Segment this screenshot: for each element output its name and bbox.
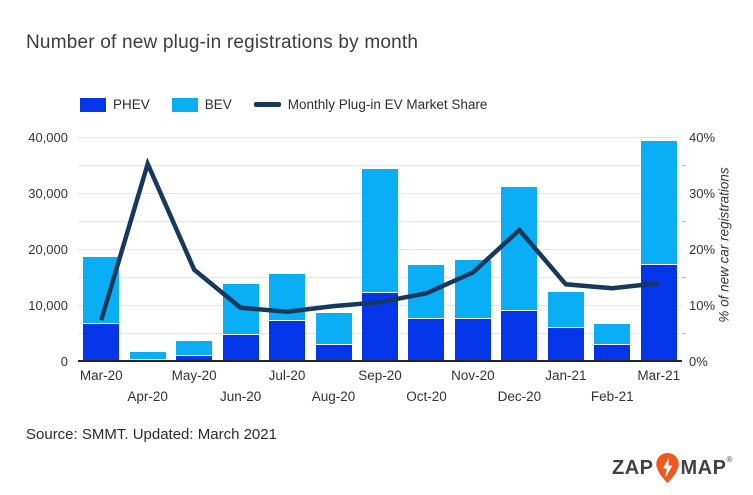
source-note: Source: SMMT. Updated: March 2021 [26, 426, 277, 443]
x-axis-label-Mar-21: Mar-21 [637, 368, 681, 383]
bar-bev-Mar-20[interactable] [83, 257, 120, 323]
bar-phev-Jul-20[interactable] [269, 320, 306, 361]
bar-bev-Apr-20[interactable] [129, 351, 166, 359]
right-axis-tick: 10% [689, 298, 716, 313]
bar-bev-Jan-21[interactable] [547, 291, 584, 327]
zapmap-logo: ZAP MAP ® [612, 453, 732, 483]
registered-trademark-symbol: ® [726, 455, 733, 464]
right-axis-tick: 30% [689, 186, 716, 201]
gridline [78, 165, 682, 166]
gridline [78, 137, 682, 138]
right-axis-minor-tick [682, 333, 686, 334]
right-axis-tick: 20% [689, 242, 716, 257]
bar-phev-Feb-21[interactable] [594, 343, 631, 361]
x-axis-label-Jan-21: Jan-21 [545, 368, 587, 383]
legend-label-phev: PHEV [113, 97, 150, 112]
bar-bev-May-20[interactable] [176, 341, 213, 355]
left-axis-tick: 10,000 [28, 298, 68, 313]
chart-title: Number of new plug-in registrations by m… [26, 32, 419, 53]
bar-phev-Apr-20[interactable] [129, 358, 166, 361]
x-axis-label-Aug-20: Aug-20 [311, 389, 356, 404]
legend-label-bev: BEV [204, 97, 232, 112]
bar-phev-Mar-21[interactable] [640, 264, 677, 361]
left-axis-tick: 0 [60, 354, 68, 369]
bar-bev-Sep-20[interactable] [362, 168, 398, 292]
right-axis-minor-tick [682, 277, 686, 278]
x-axis-label-Mar-20: Mar-20 [79, 368, 123, 383]
x-axis-label-Nov-20: Nov-20 [451, 368, 495, 383]
left-axis-tick: 20,000 [28, 242, 68, 257]
x-axis-label-May-20: May-20 [171, 368, 217, 383]
bev-swatch-icon [171, 97, 198, 112]
x-axis-label-Apr-20: Apr-20 [127, 389, 168, 404]
bar-phev-Mar-20[interactable] [83, 322, 120, 361]
x-axis-label-Feb-21: Feb-21 [590, 389, 634, 404]
x-axis-line [78, 360, 682, 362]
bar-bev-Aug-20[interactable] [315, 312, 352, 345]
bar-phev-Jan-21[interactable] [547, 326, 584, 361]
left-axis-tick: 30,000 [28, 186, 68, 201]
bar-bev-Feb-21[interactable] [594, 324, 631, 344]
bar-phev-Jun-20[interactable] [222, 333, 259, 361]
phev-swatch-icon [80, 97, 106, 112]
bar-bev-Dec-20[interactable] [501, 187, 538, 311]
right-axis-tick: 0% [689, 354, 708, 369]
lightning-pin-icon [655, 453, 679, 483]
plot-area [78, 137, 682, 362]
bar-phev-Nov-20[interactable] [454, 318, 491, 361]
left-axis-tick: 40,000 [28, 130, 68, 145]
legend-item-bev[interactable]: BEV [171, 97, 232, 112]
bar-phev-Dec-20[interactable] [501, 310, 538, 361]
logo-map-text: MAP [680, 456, 727, 479]
x-axis-label-Jun-20: Jun-20 [219, 389, 262, 404]
market-share-line-swatch-icon [253, 102, 281, 107]
x-axis-label-Oct-20: Oct-20 [406, 389, 447, 404]
right-axis-minor-tick [682, 221, 686, 222]
market-share-line[interactable] [78, 137, 682, 361]
x-axis-label-Sep-20: Sep-20 [358, 368, 402, 383]
right-axis-minor-tick [682, 165, 686, 166]
legend-item-phev[interactable]: PHEV [80, 97, 150, 112]
x-axis-label-Jul-20: Jul-20 [268, 368, 306, 383]
x-axis-label-Dec-20: Dec-20 [497, 389, 542, 404]
bar-bev-Mar-21[interactable] [640, 140, 677, 265]
right-axis-title: % of new car registrations [716, 167, 732, 323]
right-axis-tick: 40% [689, 130, 716, 145]
logo-zap-text: ZAP [612, 456, 654, 479]
bar-phev-Aug-20[interactable] [315, 344, 352, 361]
bar-phev-May-20[interactable] [176, 354, 213, 361]
legend-label-market-share: Monthly Plug-in EV Market Share [287, 97, 488, 112]
legend: PHEV BEV Monthly Plug-in EV Market Share [80, 97, 487, 112]
bar-phev-Oct-20[interactable] [408, 317, 445, 361]
legend-item-market-share[interactable]: Monthly Plug-in EV Market Share [253, 97, 488, 112]
